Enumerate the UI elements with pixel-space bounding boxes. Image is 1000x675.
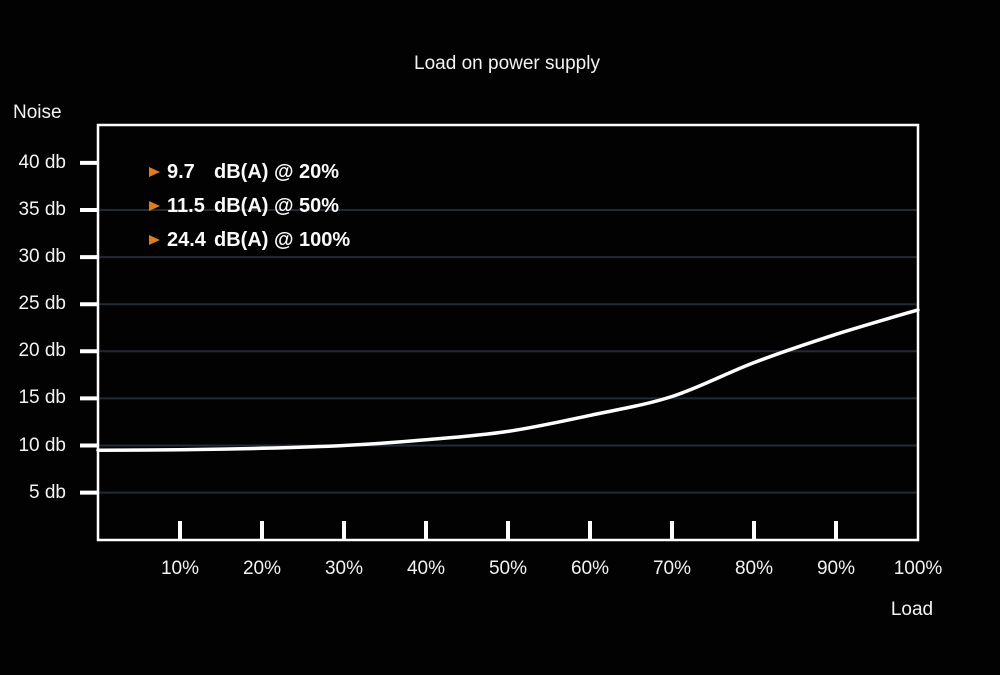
x-tick-label: 50%: [488, 558, 528, 579]
legend-item: 11.5 dB(A) @ 50%: [149, 193, 350, 219]
y-tick-label: 40 db: [18, 151, 66, 173]
triangle-right-icon: [149, 201, 160, 211]
x-tick-label: 20%: [242, 558, 282, 579]
chart-title: Load on power supply: [414, 53, 600, 74]
legend: 9.7 dB(A) @ 20% 11.5 dB(A) @ 50% 24.4 dB(A) @…: [149, 159, 350, 261]
y-tick-label: 5 db: [29, 481, 66, 503]
x-tick-label: 100%: [893, 558, 943, 579]
y-tick-label: 20 db: [18, 340, 66, 362]
x-tick-label: 90%: [816, 558, 856, 579]
legend-detail: dB(A) @ 20%: [214, 160, 340, 183]
legend-detail: dB(A) @ 50%: [214, 194, 340, 217]
legend-value: 9.7: [167, 160, 195, 183]
legend-detail: dB(A) @ 100%: [214, 228, 351, 251]
y-tick-label: 25 db: [18, 293, 66, 315]
y-axis-title: Noise: [13, 102, 62, 123]
legend-value: 24.4: [167, 228, 206, 251]
x-tick-label: 30%: [324, 558, 364, 579]
x-tick-label: 40%: [406, 558, 446, 579]
plot-border: [96, 123, 920, 542]
triangle-right-icon: [149, 235, 160, 245]
y-tick-label: 35 db: [18, 199, 66, 220]
y-tick-label: 10 db: [18, 434, 66, 456]
legend-value: 11.5: [167, 194, 205, 217]
x-tick-label: 70%: [652, 558, 692, 579]
triangle-right-icon: [149, 167, 160, 177]
x-axis-title: Load: [890, 599, 934, 620]
legend-item: 24.4 dB(A) @ 100%: [149, 227, 350, 253]
y-tick-label: 30 db: [18, 246, 66, 268]
noise-curve: [96, 308, 920, 452]
legend-item: 9.7 dB(A) @ 20%: [149, 159, 350, 185]
x-tick-label: 10%: [160, 558, 200, 579]
y-tick-label: 15 db: [18, 387, 66, 409]
x-tick-label: 60%: [570, 558, 610, 579]
x-tick-label: 80%: [734, 558, 774, 579]
